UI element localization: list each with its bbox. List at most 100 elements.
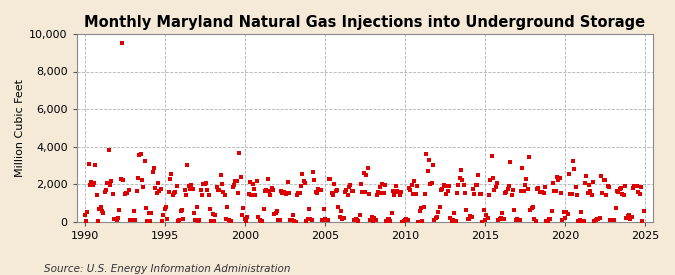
Point	[219, 192, 230, 197]
Point	[572, 193, 583, 197]
Point	[630, 184, 641, 188]
Point	[158, 213, 169, 217]
Point	[188, 187, 198, 191]
Point	[397, 219, 408, 224]
Point	[302, 217, 313, 221]
Point	[217, 182, 227, 186]
Point	[591, 218, 601, 222]
Point	[547, 181, 558, 185]
Point	[242, 215, 253, 219]
Point	[237, 212, 248, 217]
Point	[232, 178, 242, 183]
Point	[166, 172, 177, 176]
Point	[529, 217, 540, 221]
Point	[458, 183, 469, 187]
Point	[433, 210, 443, 214]
Point	[254, 217, 265, 222]
Point	[288, 213, 298, 217]
Point	[454, 176, 465, 180]
Point	[539, 190, 549, 195]
Point	[297, 172, 308, 177]
Point	[87, 183, 98, 188]
Point	[616, 186, 626, 191]
Point	[501, 190, 512, 194]
Point	[311, 191, 322, 195]
Point	[236, 175, 246, 180]
Point	[505, 160, 516, 164]
Point	[117, 41, 128, 46]
Point	[292, 193, 302, 197]
Point	[118, 178, 129, 182]
Point	[233, 190, 244, 195]
Point	[205, 207, 215, 211]
Point	[409, 179, 420, 183]
Point	[218, 190, 229, 194]
Point	[358, 170, 369, 175]
Point	[334, 215, 345, 219]
Point	[373, 190, 383, 194]
Point	[226, 218, 237, 223]
Point	[423, 169, 433, 173]
Point	[345, 182, 356, 187]
Point	[597, 191, 608, 195]
Point	[259, 189, 270, 193]
Point	[387, 188, 398, 193]
Point	[369, 216, 379, 221]
Point	[417, 218, 428, 223]
Point	[128, 217, 138, 222]
Point	[390, 184, 401, 188]
Point	[587, 193, 597, 197]
Point	[589, 219, 600, 223]
Point	[229, 183, 240, 187]
Point	[313, 187, 323, 191]
Point	[213, 188, 223, 192]
Point	[481, 213, 492, 218]
Point	[79, 213, 90, 217]
Point	[443, 184, 454, 188]
Point	[405, 188, 416, 192]
Point	[214, 188, 225, 193]
Point	[437, 187, 448, 191]
Point	[539, 185, 550, 189]
Point	[485, 177, 495, 182]
Point	[482, 216, 493, 221]
Point	[634, 192, 645, 197]
Point	[439, 184, 450, 188]
Point	[105, 183, 115, 187]
Point	[121, 191, 132, 195]
Point	[362, 166, 373, 170]
Point	[500, 190, 510, 195]
Point	[605, 217, 616, 222]
Point	[506, 193, 517, 197]
Point	[394, 192, 405, 197]
Point	[381, 219, 392, 223]
Point	[161, 205, 171, 210]
Point	[629, 184, 640, 189]
Point	[333, 205, 344, 209]
Point	[317, 218, 327, 222]
Point	[622, 214, 633, 218]
Point	[92, 219, 103, 223]
Point	[125, 218, 136, 222]
Point	[546, 209, 557, 213]
Point	[275, 189, 286, 193]
Point	[549, 189, 560, 193]
Point	[181, 193, 192, 197]
Point	[174, 218, 185, 222]
Point	[300, 181, 310, 186]
Point	[449, 211, 460, 215]
Point	[576, 210, 587, 214]
Point	[261, 188, 271, 192]
Point	[86, 180, 97, 185]
Point	[305, 217, 316, 222]
Point	[541, 218, 551, 223]
Point	[504, 183, 514, 188]
Point	[258, 206, 269, 211]
Point	[389, 193, 400, 197]
Point	[517, 166, 528, 170]
Point	[537, 190, 548, 194]
Point	[344, 185, 354, 189]
Point	[401, 217, 412, 221]
Point	[551, 175, 562, 179]
Point	[340, 189, 350, 194]
